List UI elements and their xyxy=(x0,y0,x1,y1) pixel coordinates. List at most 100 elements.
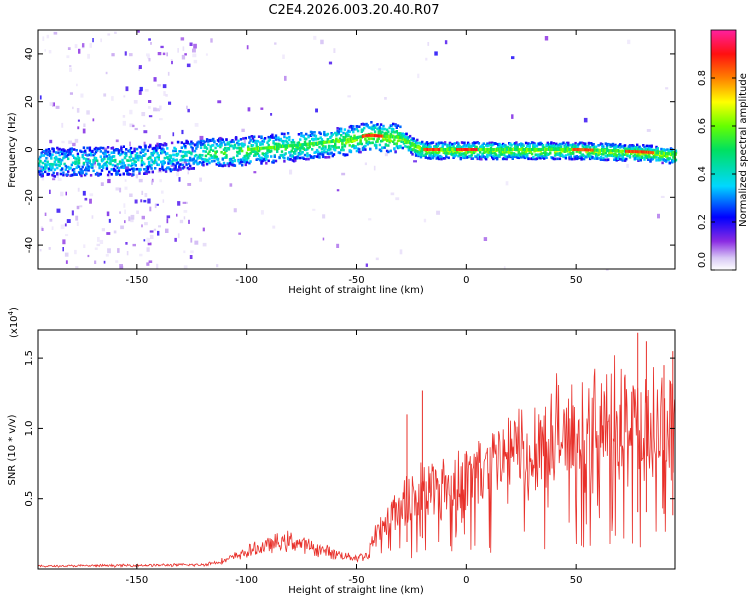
spectrogram-cell xyxy=(203,140,206,144)
spectrogram-cell xyxy=(130,217,134,223)
spectrogram-ridge-cell xyxy=(294,143,297,147)
spectrogram-ridge-cell xyxy=(662,151,665,155)
spectrogram-cell xyxy=(86,163,89,166)
spectrogram-cell xyxy=(52,147,55,151)
spectrogram-cell xyxy=(115,187,120,191)
spectrogram-ridge-cell xyxy=(278,145,281,149)
spectrogram-ridge-cell xyxy=(414,144,418,148)
spectrogram-cell xyxy=(303,153,307,157)
spectrogram-cell xyxy=(47,167,51,170)
colorbar-tick-label: 0.8 xyxy=(697,70,708,86)
spectrogram-cell xyxy=(192,161,195,165)
spectrogram-cell xyxy=(166,218,169,224)
spectrogram-x-tick-label: -150 xyxy=(125,275,148,286)
spectrogram-ridge-cell xyxy=(661,151,664,155)
spectrogram-cell xyxy=(592,143,595,146)
spectrogram-ridge-cell xyxy=(445,148,448,151)
spectrogram-ridge-cell xyxy=(407,140,410,144)
spectrogram-cell xyxy=(474,150,477,153)
spectrogram-cell xyxy=(112,167,116,171)
spectrogram-cell xyxy=(190,167,193,170)
spectrogram-cell xyxy=(381,146,384,149)
spectrogram-ridge-cell xyxy=(636,150,639,154)
spectrogram-cell xyxy=(626,163,629,168)
spectrogram-cell xyxy=(62,173,65,177)
spectrogram-cell xyxy=(608,154,611,157)
spectrogram-cell xyxy=(385,132,389,135)
spectrogram-cell xyxy=(319,132,322,136)
spectrogram-cell xyxy=(253,171,257,174)
spectrogram-cell xyxy=(81,154,84,157)
spectrogram-cell xyxy=(144,222,148,226)
spectrogram-ridge-cell xyxy=(504,148,507,151)
spectrogram-cell xyxy=(59,160,63,164)
spectrogram-cell xyxy=(53,31,58,35)
spectrogram-cell xyxy=(506,149,510,153)
spectrogram-cell xyxy=(162,148,165,151)
spectrogram-cell xyxy=(56,172,59,176)
spectrogram-cell xyxy=(336,243,340,248)
spectrogram-cell xyxy=(313,35,317,40)
spectrogram-cell xyxy=(107,33,111,36)
spectrogram-ridge-cell xyxy=(585,148,588,152)
spectrogram-cell xyxy=(202,142,205,146)
spectrogram-cell xyxy=(575,150,578,153)
spectrogram-cell xyxy=(122,145,125,148)
spectrogram-cell xyxy=(245,158,249,162)
spectrogram-cell xyxy=(150,42,152,45)
spectrogram-cell xyxy=(272,141,275,145)
spectrogram-ridge-cell xyxy=(317,141,320,145)
spectrogram-cell xyxy=(65,173,69,176)
spectrogram-cell xyxy=(263,158,267,162)
spectrogram-cell xyxy=(591,144,594,148)
spectrogram-cell xyxy=(497,146,500,150)
spectrogram-cell xyxy=(61,140,65,144)
spectrogram-ridge-cell xyxy=(521,148,524,151)
spectrogram-cell xyxy=(185,163,188,166)
spectrogram-cell xyxy=(268,136,272,139)
spectrogram-cell xyxy=(423,218,427,223)
spectrogram-cell xyxy=(120,166,123,169)
spectrogram-cell xyxy=(81,155,84,159)
spectrogram-ridge-cell xyxy=(323,140,326,144)
spectrogram-ridge-cell xyxy=(248,147,251,151)
spectrogram-ridge-cell xyxy=(390,135,393,139)
spectrogram-ridge-cell xyxy=(399,136,402,139)
spectrogram-cell xyxy=(157,170,162,173)
spectrogram-cell xyxy=(119,211,121,214)
spectrogram-ridge-cell xyxy=(433,148,436,151)
spectrogram-cell xyxy=(472,150,476,153)
spectrogram-ridge-cell xyxy=(646,150,650,154)
spectrogram-cell xyxy=(480,145,483,149)
spectrogram-cell xyxy=(94,164,97,168)
spectrogram-cell xyxy=(648,148,651,152)
spectrogram-cell xyxy=(267,148,270,152)
spectrogram-cell xyxy=(344,132,348,136)
spectrogram-ridge-cell xyxy=(346,138,349,142)
spectrogram-cell xyxy=(176,161,180,164)
spectrogram-ridge-cell xyxy=(389,135,392,139)
spectrogram-cell xyxy=(221,158,224,161)
spectrogram-cell xyxy=(500,146,504,150)
spectrogram-cell xyxy=(482,146,485,149)
spectrogram-cell xyxy=(302,157,305,160)
spectrogram-cell xyxy=(64,252,69,257)
spectrogram-cell xyxy=(181,163,185,167)
colorbar-ticks: 0.00.20.40.60.8 xyxy=(697,70,736,271)
spectrogram-cell xyxy=(369,147,372,151)
spectrogram-cell xyxy=(174,149,177,153)
spectrogram-cell xyxy=(75,173,78,176)
spectrogram-cell xyxy=(215,143,218,146)
spectrogram-ridge-cell xyxy=(621,149,624,153)
spectrogram-cell xyxy=(215,150,218,153)
spectrogram-cell xyxy=(655,159,658,162)
snr-scale-label: (x104) xyxy=(7,307,20,338)
spectrogram-ridge-cell xyxy=(544,148,547,151)
spectrogram-cell xyxy=(421,152,424,155)
spectrogram-cell xyxy=(170,160,174,163)
spectrogram-ridge-cell xyxy=(564,148,567,151)
spectrogram-cell xyxy=(69,166,72,170)
spectrogram-ridge-cell xyxy=(563,148,566,151)
spectrogram-cell xyxy=(384,138,388,141)
